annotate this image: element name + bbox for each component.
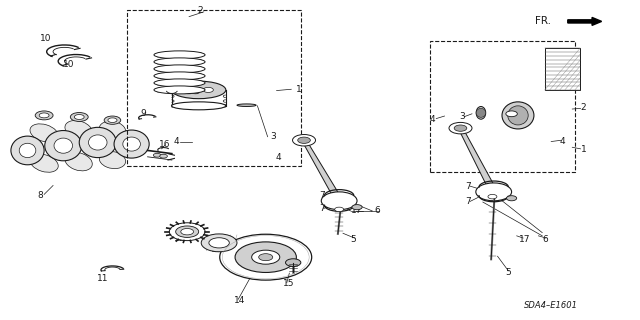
Text: 10: 10: [40, 35, 52, 44]
Circle shape: [449, 123, 472, 134]
Ellipse shape: [99, 151, 125, 169]
Text: 5: 5: [505, 268, 511, 277]
Ellipse shape: [172, 81, 226, 99]
Ellipse shape: [154, 72, 205, 80]
Bar: [545, 49, 580, 90]
Ellipse shape: [39, 113, 49, 118]
Text: 7: 7: [319, 204, 324, 213]
Polygon shape: [458, 128, 497, 192]
Ellipse shape: [476, 107, 486, 119]
Ellipse shape: [99, 121, 125, 138]
Ellipse shape: [476, 108, 486, 117]
Text: 1: 1: [580, 145, 586, 154]
Bar: [430, 42, 575, 172]
Text: 5: 5: [351, 235, 356, 244]
Ellipse shape: [172, 102, 226, 110]
Text: 17: 17: [351, 206, 362, 215]
Ellipse shape: [35, 111, 53, 120]
Ellipse shape: [45, 131, 82, 161]
Text: 2: 2: [197, 6, 203, 15]
Circle shape: [203, 87, 213, 92]
Text: 3: 3: [460, 113, 465, 122]
Circle shape: [488, 195, 497, 199]
Text: FR.: FR.: [535, 16, 551, 27]
Text: 3: 3: [270, 132, 276, 140]
Ellipse shape: [108, 118, 117, 123]
Text: 14: 14: [234, 296, 245, 305]
Text: 1: 1: [296, 85, 301, 94]
Ellipse shape: [104, 116, 121, 124]
Text: 7: 7: [319, 190, 324, 200]
Ellipse shape: [54, 138, 72, 153]
Circle shape: [335, 207, 344, 212]
Ellipse shape: [502, 102, 534, 129]
Circle shape: [181, 86, 196, 94]
Text: 4: 4: [275, 153, 281, 162]
Ellipse shape: [114, 130, 149, 158]
Ellipse shape: [65, 121, 92, 139]
Circle shape: [454, 125, 467, 131]
Circle shape: [321, 192, 357, 210]
Circle shape: [220, 234, 312, 280]
Circle shape: [352, 204, 362, 210]
Circle shape: [476, 183, 511, 201]
Text: 4: 4: [559, 137, 565, 146]
Circle shape: [506, 196, 516, 201]
Text: 6: 6: [542, 235, 548, 244]
Text: 10: 10: [63, 60, 75, 69]
Polygon shape: [302, 140, 343, 201]
Ellipse shape: [508, 106, 528, 125]
Circle shape: [180, 228, 193, 235]
Ellipse shape: [154, 86, 205, 94]
Bar: [127, 10, 301, 166]
Ellipse shape: [154, 65, 205, 73]
Text: 12: 12: [174, 234, 186, 243]
Ellipse shape: [123, 137, 140, 151]
Text: 6: 6: [374, 206, 380, 215]
Ellipse shape: [30, 124, 58, 142]
Text: SDA4–E1601: SDA4–E1601: [524, 301, 579, 310]
Circle shape: [170, 223, 205, 241]
Ellipse shape: [70, 113, 88, 122]
Circle shape: [235, 242, 296, 272]
Ellipse shape: [154, 79, 205, 87]
Ellipse shape: [19, 143, 36, 158]
Ellipse shape: [154, 58, 205, 66]
Text: 13: 13: [211, 245, 223, 254]
Circle shape: [506, 111, 517, 117]
Ellipse shape: [154, 51, 205, 59]
Circle shape: [209, 238, 229, 248]
Text: 8: 8: [38, 191, 44, 200]
Ellipse shape: [88, 135, 107, 150]
Text: 2: 2: [580, 103, 586, 112]
Ellipse shape: [74, 115, 84, 119]
Text: 9: 9: [140, 109, 146, 118]
Text: 4: 4: [430, 115, 435, 124]
Text: 15: 15: [283, 279, 294, 288]
Ellipse shape: [79, 127, 116, 158]
Ellipse shape: [11, 136, 44, 165]
Text: 7: 7: [466, 197, 471, 206]
Circle shape: [285, 259, 301, 267]
Text: 11: 11: [97, 274, 108, 283]
Circle shape: [201, 234, 237, 252]
Circle shape: [175, 226, 198, 237]
Text: 16: 16: [159, 140, 171, 149]
Text: 17: 17: [519, 235, 531, 244]
Circle shape: [252, 250, 280, 264]
FancyArrow shape: [568, 17, 602, 25]
Ellipse shape: [65, 152, 92, 171]
Ellipse shape: [237, 104, 256, 107]
Text: 4: 4: [173, 137, 179, 146]
Circle shape: [191, 89, 200, 94]
Text: 7: 7: [466, 182, 471, 191]
Circle shape: [160, 154, 168, 158]
Circle shape: [298, 137, 310, 143]
Ellipse shape: [30, 154, 58, 172]
Circle shape: [292, 134, 316, 146]
Circle shape: [259, 254, 273, 261]
Circle shape: [154, 153, 161, 157]
